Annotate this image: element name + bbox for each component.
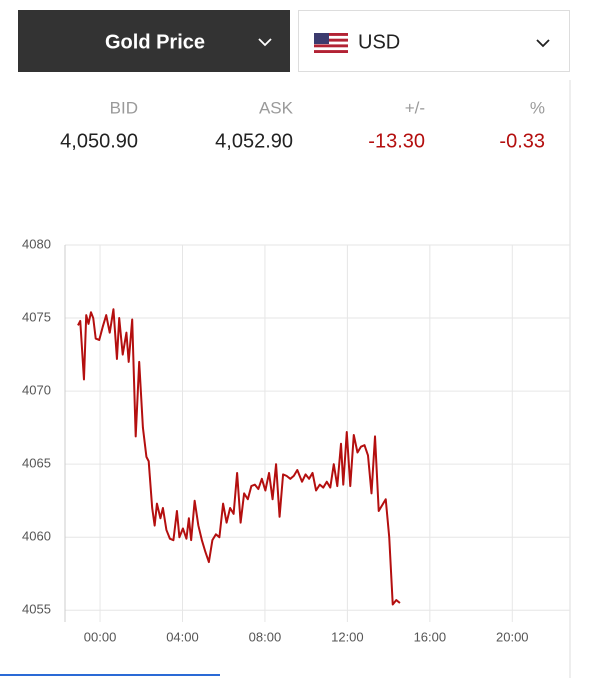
quote-value: 4,052.90: [215, 130, 293, 152]
quote-header: ASK: [259, 98, 294, 117]
quote-header: %: [530, 98, 545, 117]
quote-value: 4,050.90: [60, 130, 138, 152]
y-tick-label: 4060: [22, 529, 51, 544]
metal-selector[interactable]: [18, 10, 290, 72]
us-flag: [314, 33, 348, 53]
y-tick-label: 4080: [22, 236, 51, 251]
x-tick-label: 00:00: [84, 629, 117, 644]
x-tick-label: 12:00: [331, 629, 364, 644]
y-tick-label: 4070: [22, 383, 51, 398]
quote-header: BID: [110, 98, 138, 117]
quote-value: -0.33: [499, 130, 545, 152]
metal-label: Gold Price: [105, 31, 205, 53]
chevron: [258, 38, 272, 47]
quote-value: -13.30: [368, 130, 425, 152]
price-line: [77, 308, 401, 606]
chevron: [536, 39, 550, 48]
x-tick-label: 16:00: [414, 629, 447, 644]
quote-header: +/-: [405, 98, 425, 117]
x-tick-label: 08:00: [249, 629, 282, 644]
x-tick-label: 20:00: [496, 629, 529, 644]
y-tick-label: 4065: [22, 456, 51, 471]
y-tick-label: 4075: [22, 309, 51, 324]
x-tick-label: 04:00: [166, 629, 199, 644]
y-tick-label: 4055: [22, 602, 51, 617]
currency-label: USD: [358, 31, 400, 53]
